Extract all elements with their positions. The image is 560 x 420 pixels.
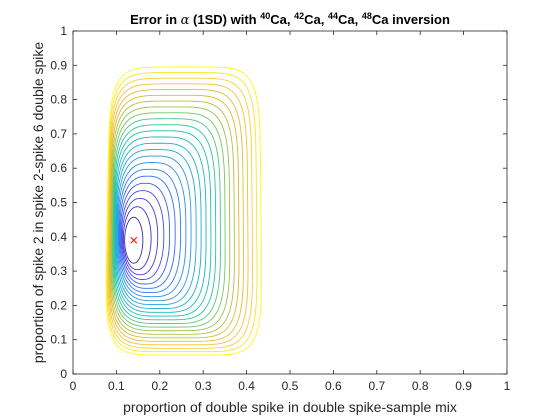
x-axis-label: proportion of double spike in double spi… bbox=[123, 399, 457, 415]
minimum-marker bbox=[130, 236, 138, 244]
y-tick-label: 0.5 bbox=[50, 196, 67, 210]
contour-line bbox=[108, 89, 244, 342]
y-tick-label: 0.3 bbox=[50, 264, 67, 278]
x-tick-label: 0.6 bbox=[325, 379, 342, 393]
contour-line bbox=[110, 100, 235, 335]
title-suffix: inversion bbox=[388, 12, 449, 27]
contour-line bbox=[112, 118, 221, 324]
contour-line bbox=[106, 72, 258, 353]
title-alpha: α bbox=[181, 13, 190, 28]
contour-line bbox=[121, 197, 159, 276]
title-middle: (1SD) with bbox=[189, 12, 260, 27]
contour-line bbox=[107, 83, 249, 346]
minimum-marker-stroke bbox=[130, 236, 138, 244]
y-tick-label: 0.2 bbox=[50, 298, 67, 312]
plot-area bbox=[73, 31, 507, 374]
y-tick-label: 0 bbox=[60, 367, 67, 381]
title-isotope-symbol: Ca bbox=[270, 12, 287, 27]
y-tick-label: 0.1 bbox=[50, 333, 67, 347]
contour-line bbox=[116, 149, 197, 306]
x-axis-ticks: 0 0.1 0.2 0.3 0.4 0.5 0.6 0.7 0.8 0.9 1 bbox=[70, 31, 511, 393]
contour-line bbox=[119, 175, 176, 289]
contour-lines bbox=[105, 66, 262, 356]
y-tick-label: 0.9 bbox=[50, 58, 67, 72]
y-tick-label: 0.6 bbox=[50, 161, 67, 175]
title-isotope-symbol: Ca bbox=[338, 12, 355, 27]
contour-line bbox=[113, 130, 212, 317]
title-isotope-symbol: Ca bbox=[304, 12, 321, 27]
contour-line bbox=[118, 168, 182, 294]
title-isotope-symbol: Ca bbox=[372, 12, 389, 27]
y-axis-label: proportion of spike 2 in spike 2-spike 6… bbox=[30, 42, 46, 364]
contour-line bbox=[107, 77, 253, 349]
contour-line bbox=[115, 142, 202, 309]
title-separator: , bbox=[287, 12, 294, 27]
chart-title: Error in α (1SD) with 40Ca, 42Ca, 44Ca, … bbox=[130, 11, 450, 28]
title-separator: , bbox=[321, 12, 328, 27]
contour-line bbox=[116, 155, 192, 302]
contour-line bbox=[105, 66, 262, 356]
contour-line bbox=[120, 182, 171, 285]
title-isotope-mass: 42 bbox=[294, 11, 304, 21]
contour-line bbox=[117, 162, 187, 298]
contour-line bbox=[111, 112, 226, 328]
x-tick-label: 0.4 bbox=[238, 379, 255, 393]
x-tick-label: 1 bbox=[504, 379, 511, 393]
title-separator: , bbox=[355, 12, 362, 27]
x-tick-label: 0.5 bbox=[282, 379, 299, 393]
contour-line bbox=[114, 136, 207, 313]
x-tick-label: 0.2 bbox=[151, 379, 168, 393]
x-tick-label: 0.9 bbox=[455, 379, 472, 393]
title-isotope-mass: 40 bbox=[260, 11, 270, 21]
x-tick-label: 0.7 bbox=[368, 379, 385, 393]
contour-line bbox=[113, 124, 217, 321]
contour-line bbox=[122, 206, 152, 271]
title-isotope-mass: 44 bbox=[328, 11, 338, 21]
y-tick-label: 0.8 bbox=[50, 93, 67, 107]
y-axis-ticks: 0 0.1 0.2 0.3 0.4 0.5 0.6 0.7 0.8 0.9 1 bbox=[50, 24, 507, 381]
x-tick-label: 0.3 bbox=[195, 379, 212, 393]
x-tick-label: 0.1 bbox=[108, 379, 125, 393]
contour-line bbox=[110, 106, 231, 332]
contour-line bbox=[124, 216, 144, 264]
title-prefix: Error in bbox=[130, 12, 181, 27]
y-tick-label: 1 bbox=[60, 24, 67, 38]
contour-line bbox=[121, 190, 165, 280]
x-tick-label: 0.8 bbox=[412, 379, 429, 393]
title-isotope-mass: 48 bbox=[362, 11, 372, 21]
y-tick-label: 0.7 bbox=[50, 127, 67, 141]
contour-line bbox=[109, 94, 240, 339]
y-tick-label: 0.4 bbox=[50, 230, 67, 244]
x-tick-label: 0 bbox=[70, 379, 77, 393]
